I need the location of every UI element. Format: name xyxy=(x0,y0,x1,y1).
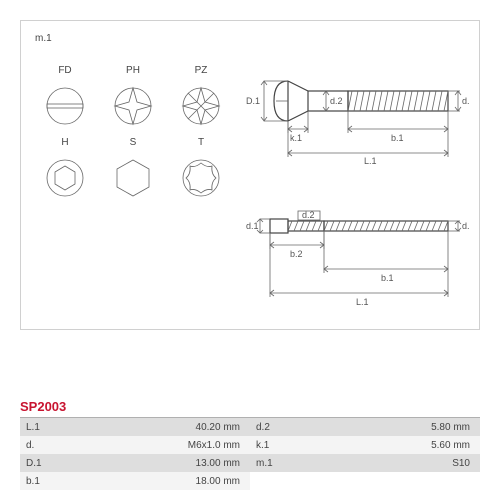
phillips-head-icon xyxy=(111,84,155,128)
table-row: b.118.00 mm xyxy=(20,472,250,490)
drive-code-label: m.1 xyxy=(35,33,52,44)
part-number: SP2003 xyxy=(20,399,480,414)
spec-key: m.1 xyxy=(250,458,306,469)
head-label-fd: FD xyxy=(58,65,71,76)
diagram-panel: m.1 FD PH PZ xyxy=(20,20,480,330)
hexagon-head-icon xyxy=(111,156,155,200)
spec-value: S10 xyxy=(306,458,480,469)
spec-key: D.1 xyxy=(20,458,76,469)
svg-text:d.2: d.2 xyxy=(302,210,315,220)
table-row: D.113.00 mm xyxy=(20,454,250,472)
svg-text:d.: d. xyxy=(462,96,470,106)
spec-key: d. xyxy=(20,440,76,451)
spec-table: L.140.20 mm d.M6x1.0 mm D.113.00 mm b.11… xyxy=(20,417,480,490)
pozidriv-head-icon xyxy=(179,84,223,128)
table-row: k.15.60 mm xyxy=(250,436,480,454)
svg-text:b.1: b.1 xyxy=(391,133,404,143)
svg-text:L.1: L.1 xyxy=(356,297,369,307)
head-label-s: S xyxy=(130,137,137,148)
torx-head-icon xyxy=(179,156,223,200)
svg-text:b.2: b.2 xyxy=(290,249,303,259)
svg-text:b.1: b.1 xyxy=(381,273,394,283)
spec-value: 5.80 mm xyxy=(306,422,480,433)
screw-heads-grid: FD PH PZ xyxy=(35,61,235,203)
svg-text:d.: d. xyxy=(462,221,470,231)
svg-text:k.1: k.1 xyxy=(290,133,302,143)
spec-key: d.2 xyxy=(250,422,306,433)
slot-head-icon xyxy=(43,84,87,128)
spec-value: 18.00 mm xyxy=(76,476,250,487)
head-label-t: T xyxy=(198,137,204,148)
spec-key: k.1 xyxy=(250,440,306,451)
head-label-ph: PH xyxy=(126,65,140,76)
spec-value: 13.00 mm xyxy=(76,458,250,469)
svg-text:d.1: d.1 xyxy=(246,221,259,231)
table-row: m.1S10 xyxy=(250,454,480,472)
table-row: L.140.20 mm xyxy=(20,418,250,436)
spec-value: 5.60 mm xyxy=(306,440,480,451)
spec-key: b.1 xyxy=(20,476,76,487)
svg-text:D.1: D.1 xyxy=(246,96,260,106)
screw-technical-drawing: D.1 d.2 d. xyxy=(246,61,469,319)
table-row: d.25.80 mm xyxy=(250,418,480,436)
spec-key: L.1 xyxy=(20,422,76,433)
hex-socket-head-icon xyxy=(43,156,87,200)
svg-text:L.1: L.1 xyxy=(364,156,377,166)
spec-value: 40.20 mm xyxy=(76,422,250,433)
head-label-pz: PZ xyxy=(195,65,208,76)
spec-section: SP2003 L.140.20 mm d.M6x1.0 mm D.113.00 … xyxy=(0,399,500,490)
table-row: d.M6x1.0 mm xyxy=(20,436,250,454)
head-label-h: H xyxy=(61,137,68,148)
svg-text:d.2: d.2 xyxy=(330,96,343,106)
spec-value: M6x1.0 mm xyxy=(76,440,250,451)
